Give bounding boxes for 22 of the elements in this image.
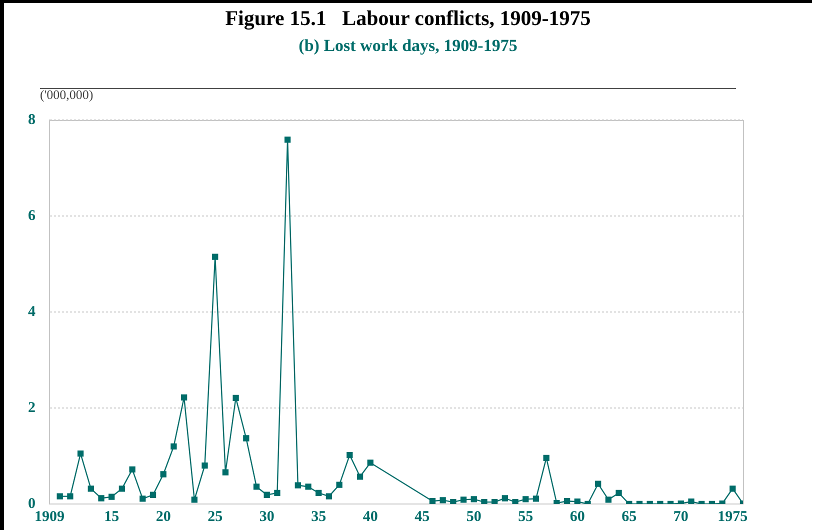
x-tick-label: 65: [622, 508, 637, 525]
x-tick-label: 15: [104, 508, 120, 525]
x-tick-label: 45: [414, 508, 430, 525]
x-tick-label: 55: [518, 508, 534, 525]
x-tick-label: 70: [673, 508, 688, 525]
y-tick-label: 8: [28, 112, 36, 128]
x-tick-label: 40: [362, 508, 378, 525]
chart-subtitle: (b) Lost work days, 1909-1975: [298, 36, 518, 56]
y-tick-label: 0: [28, 496, 36, 512]
x-tick-label: 1975: [718, 508, 748, 525]
x-tick-label: 30: [259, 508, 274, 525]
x-tick-label: 60: [570, 508, 585, 525]
y-tick-label: 2: [28, 400, 36, 416]
chart-title: Figure 15.1 Labour conflicts, 1909-1975: [224, 6, 592, 31]
x-tick-label: 35: [311, 508, 326, 525]
x-tick-label: 20: [156, 508, 171, 525]
y-tick-label: 4: [28, 304, 36, 320]
x-tick-label: 50: [466, 508, 482, 525]
x-tick-label: 1909: [34, 508, 64, 525]
y-tick-label: 6: [28, 208, 36, 224]
y-axis-title: ('000,000): [40, 87, 94, 103]
x-tick-label: 25: [208, 508, 223, 525]
